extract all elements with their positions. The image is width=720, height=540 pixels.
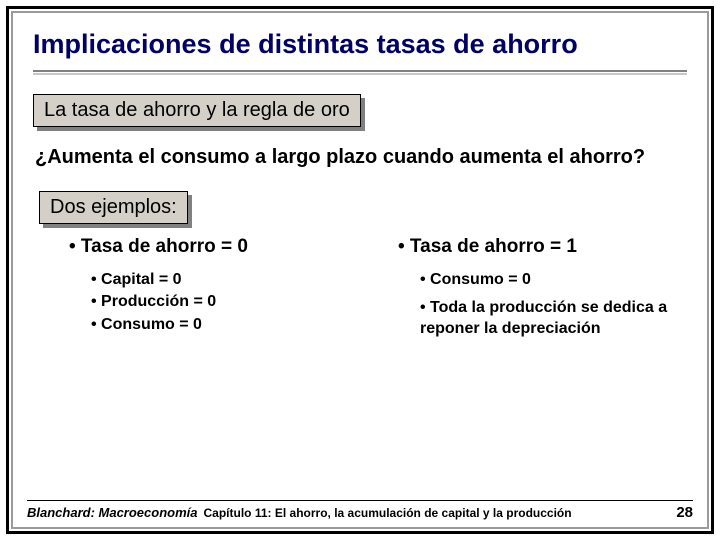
subtitle-text: La tasa de ahorro y la regla de oro [33, 94, 361, 127]
col-left-list: • Capital = 0 • Producción = 0 • Consumo… [69, 270, 358, 335]
list-item: • Capital = 0 [91, 270, 358, 290]
col-right-head: • Tasa de ahorro = 1 [398, 236, 687, 258]
list-item: • Consumo = 0 [420, 270, 687, 290]
slide: Implicaciones de distintas tasas de ahor… [11, 11, 709, 529]
list-item: • Consumo = 0 [91, 315, 358, 335]
title-rule [33, 70, 687, 76]
slide-title: Implicaciones de distintas tasas de ahor… [33, 29, 687, 60]
column-left: • Tasa de ahorro = 0 • Capital = 0 • Pro… [69, 236, 358, 341]
footer-page: 28 [676, 504, 693, 521]
question-text: ¿Aumenta el consumo a largo plazo cuando… [35, 145, 687, 169]
examples-label: Dos ejemplos: [39, 191, 188, 224]
footer: Blanchard: Macroeconomía Capítulo 11: El… [27, 500, 693, 521]
outer-frame: Implicaciones de distintas tasas de ahor… [6, 6, 714, 534]
list-item: • Producción = 0 [91, 292, 358, 312]
column-right: • Tasa de ahorro = 1 • Consumo = 0 • Tod… [398, 236, 687, 341]
examples-box: Dos ejemplos: [39, 191, 188, 224]
subtitle-box: La tasa de ahorro y la regla de oro [33, 94, 361, 127]
footer-chapter: Capítulo 11: El ahorro, la acumulación d… [204, 506, 677, 520]
list-item: • Toda la producción se dedica a reponer… [420, 298, 687, 339]
col-left-head: • Tasa de ahorro = 0 [69, 236, 358, 258]
col-right-list: • Consumo = 0 • Toda la producción se de… [398, 270, 687, 339]
columns: • Tasa de ahorro = 0 • Capital = 0 • Pro… [33, 236, 687, 341]
footer-author: Blanchard: Macroeconomía [27, 505, 198, 520]
